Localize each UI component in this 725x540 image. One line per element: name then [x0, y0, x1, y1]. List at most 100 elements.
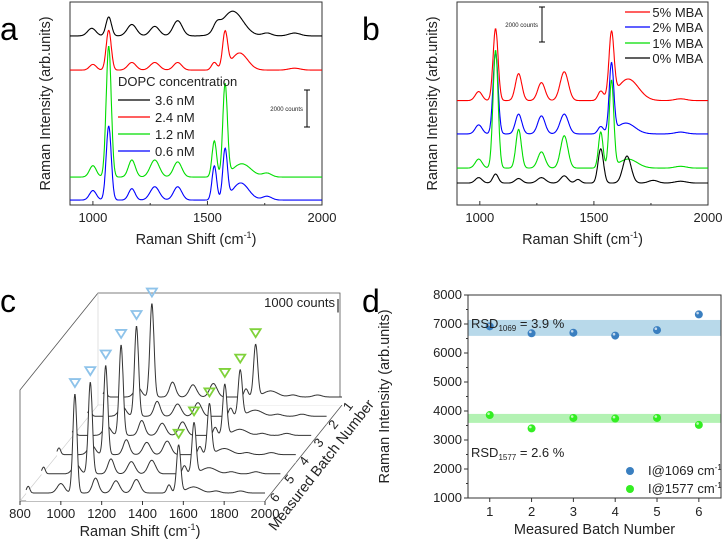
x-tick-label: 4 [612, 504, 619, 519]
spectrum-batch-3 [71, 344, 312, 436]
x-tick-label: 2000 [694, 210, 723, 225]
data-point [569, 413, 578, 422]
x-tick-label: 1000 [46, 506, 75, 521]
panel-letter-a: a [0, 11, 18, 47]
x-tick-label: 3 [570, 504, 577, 519]
peak-marker-1069-icon [83, 366, 97, 377]
spectrum-1-2-nm [70, 45, 322, 178]
panel-letter-b: b [362, 11, 380, 47]
peak-marker-1577-icon [202, 387, 217, 399]
x-tick-label: 2000 [251, 506, 280, 521]
z-tick-label: 5 [281, 472, 297, 487]
legend-label: 1% MBA [652, 36, 703, 51]
data-point [527, 424, 536, 433]
spectrum-batch-6 [25, 394, 265, 494]
rsd-annotation: RSD1069 = 3.9 % [471, 316, 565, 333]
y-tick-label: 8000 [433, 287, 462, 302]
x-tick-label: 1000 [465, 210, 494, 225]
panel-c: 800 1000 1200 1400 1600 1800 2000 Raman Shift (… [9, 287, 378, 540]
peak-marker-1069-icon [145, 287, 159, 299]
x-tick-label: 1800 [210, 506, 239, 521]
rsd-annotation: RSD1577 = 2.6 % [471, 445, 565, 462]
peak-marker-1577-icon [249, 328, 263, 339]
peak-marker-1069-icon [114, 329, 128, 340]
data-point-highlight [654, 415, 658, 418]
spectrum-batch-1 [102, 303, 342, 398]
legend-marker [626, 467, 634, 475]
y-axis-label: Raman Intensity (arb.units) [377, 309, 393, 483]
x-tick-label: 2 [528, 504, 535, 519]
x-tick-label: 1 [486, 504, 493, 519]
x-tick-label: 1500 [193, 210, 222, 225]
y-tick-label: 4000 [433, 403, 462, 418]
y-tick-label: 5000 [433, 374, 462, 389]
data-point [694, 310, 703, 319]
peak-marker-1069-icon [129, 310, 144, 321]
legend-label: I@1577 cm-1 [648, 481, 722, 496]
spectrum-0-mba [457, 147, 708, 184]
spectrum-2-mba [457, 51, 708, 135]
data-point-highlight [612, 332, 616, 336]
spectrum-batch-2 [87, 326, 327, 417]
panel-letter-c: c [0, 283, 16, 319]
spectrum-5-mba [457, 28, 708, 102]
legend-label: 2% MBA [652, 20, 703, 35]
scale-bar-label: 1000 counts [264, 295, 335, 310]
x-tick-label: 1400 [128, 506, 157, 521]
x-tick-label: 1000 [78, 210, 107, 225]
x-tick-label: 2000 [308, 210, 337, 225]
z-tick-label: 4 [296, 453, 312, 468]
x-tick-label: 1500 [579, 210, 608, 225]
peak-marker-1069-icon [99, 349, 113, 361]
x-tick-label: 1200 [87, 506, 116, 521]
data-point-highlight [487, 412, 490, 415]
legend-title: DOPC concentration [118, 74, 237, 89]
peak-marker-1577-icon [233, 353, 247, 365]
legend-label: 3.6 nM [155, 93, 195, 108]
y-tick-label: 1000 [433, 490, 462, 505]
data-point-highlight [696, 422, 699, 425]
data-point-highlight [654, 327, 658, 330]
data-point-highlight [487, 323, 490, 327]
legend-label: I@1069 cm-1 [648, 463, 722, 478]
spectrum-batch-4 [56, 365, 296, 456]
scale-bar-label: 2000 counts [505, 23, 538, 29]
data-point [569, 328, 578, 337]
panel-a: 1000 1500 2000 Raman Shift (cm-1) Raman Inte… [38, 1, 337, 248]
spectrum-1-mba [457, 50, 708, 169]
spectrum-2-4-nm [70, 29, 322, 71]
y-axis-label: Raman Intensity (arb.units) [38, 16, 54, 190]
y-tick-label: 6000 [433, 345, 462, 360]
data-point [611, 331, 620, 340]
spectrum-0-6-nm [70, 125, 322, 201]
data-point-highlight [612, 415, 616, 419]
panel-letter-d: d [362, 283, 380, 319]
legend-label: 0.6 nM [155, 144, 195, 159]
peak-marker-1577-icon [172, 428, 186, 440]
x-axis-label: Raman Shift (cm-1) [522, 230, 643, 248]
y-axis-label: Raman Intensity (arb.units) [425, 16, 441, 190]
data-point [485, 411, 494, 420]
x-axis-label: Measured Batch Number [514, 522, 675, 538]
peak-marker-1577-icon [218, 368, 232, 379]
plot-frame [69, 1, 323, 206]
data-point-highlight [570, 415, 574, 418]
x-axis-label: Raman Shift (cm-1) [136, 230, 257, 248]
x-tick-label: 6 [695, 504, 702, 519]
legend-label: 0% MBA [652, 51, 703, 66]
x-tick-label: 1600 [169, 506, 198, 521]
scale-bar-label: 2000 counts [270, 107, 303, 113]
panel-b: 1000 1500 2000 Raman Shift (cm-1) Raman Inte… [425, 1, 723, 248]
legend-label: 2.4 nM [155, 110, 195, 125]
legend-label: 5% MBA [652, 5, 703, 20]
x-tick-label: 800 [9, 506, 31, 521]
plot-frame [456, 1, 709, 206]
z-tick-label: 6 [267, 490, 283, 505]
y-tick-label: 3000 [433, 432, 462, 447]
spectrum-mask [26, 394, 265, 501]
spectrum-3-6-nm [70, 10, 322, 37]
legend-marker [626, 485, 634, 493]
panel-d: 1000 2000 3000 4000 5000 6000 7000 8000 1 2 3 4 5 6 Me… [377, 287, 722, 538]
y-tick-label: 7000 [433, 316, 462, 331]
